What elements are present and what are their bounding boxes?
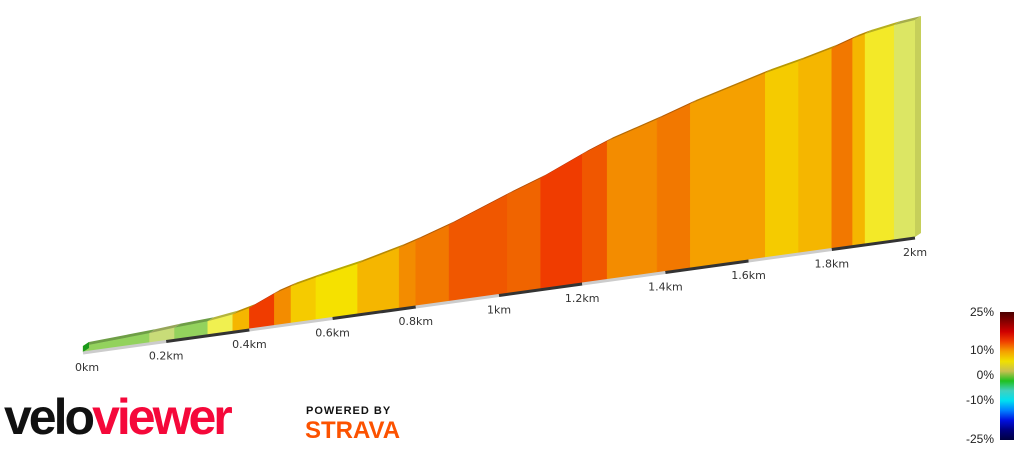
gradient-color-scale [1000,312,1014,440]
segment-top-face [798,44,838,62]
gradient-segment [656,103,691,273]
x-tick-label: 1.4km [648,281,683,294]
segment-top-face [232,304,256,315]
segment-top-face [540,150,589,179]
segment-top-face [449,190,514,225]
x-tick-label: 2km [903,246,927,259]
x-tick-label: 0.8km [399,315,434,328]
segment-top-face [315,259,364,278]
segment-top-face [149,323,181,334]
gradient-segment [893,19,916,241]
segment-top-face [582,137,614,155]
gradient-segment [249,293,275,330]
gradient-segment [852,33,866,246]
gradient-segment [690,72,766,269]
segment-top-face [865,21,901,34]
segment-top-face [249,289,281,309]
legend-label: 10% [969,343,994,357]
segment-top-face [507,174,547,195]
segment-top-face [415,220,456,241]
distance-axis-segment [165,328,250,343]
segment-top-face [852,29,872,39]
gradient-segment [581,140,608,284]
x-tick-label: 1km [487,304,511,317]
gradient-segment [606,119,658,280]
distance-axis-segment [249,317,333,332]
x-tick-label: 0.6km [315,327,350,340]
powered-by-label: POWERED BY [306,405,392,417]
segment-top-face [831,34,859,49]
distance-axis-segment [831,236,916,251]
legend-label: 25% [969,305,994,319]
gradient-segment [448,194,508,302]
legend-label: -10% [965,393,994,407]
strava-logo: STRAVA [305,417,401,444]
x-tick-label: 1.8km [815,258,850,271]
distance-axis-segment [498,282,583,297]
veloviewer-logo: veloviewer [4,389,233,445]
gradient-segment [764,60,799,258]
distance-axis-segment [82,340,167,355]
x-tick-label: 0.2km [149,350,184,363]
distance-axis-segment [415,294,500,309]
gradient-segment [357,247,400,315]
legend-label: -25% [965,432,994,446]
x-tick-label: 0.4km [232,338,267,351]
gradient-segment [315,263,358,321]
distance-axis-segment [665,259,749,274]
segment-top-face [765,57,805,74]
segment-top-face [690,69,772,104]
x-tick-label: 0km [75,361,99,374]
x-tick-label: 1.6km [731,269,766,282]
gradient-segment [831,38,853,249]
segment-top-face [207,310,239,322]
segment-top-face [607,115,664,142]
gradient-segment [798,48,833,254]
distance-axis-segment [581,271,666,286]
segment-top-face [894,16,921,26]
gradient-segment [864,24,895,245]
gradient-segment [507,177,541,294]
distance-axis-segment [332,305,417,320]
segment-top-face [657,99,697,120]
segment-top-face [357,243,406,264]
segment-top-face [274,282,297,294]
segment-top-face [83,329,156,346]
segment-top-face [291,273,322,287]
start-face [83,342,89,352]
distance-axis-segment [748,248,833,263]
end-face [915,16,921,237]
x-tick-label: 1.2km [565,292,600,305]
legend-label: 0% [976,368,994,382]
gradient-segment [398,240,417,309]
segment-top-face [174,317,214,328]
segment-top-face [399,236,422,248]
